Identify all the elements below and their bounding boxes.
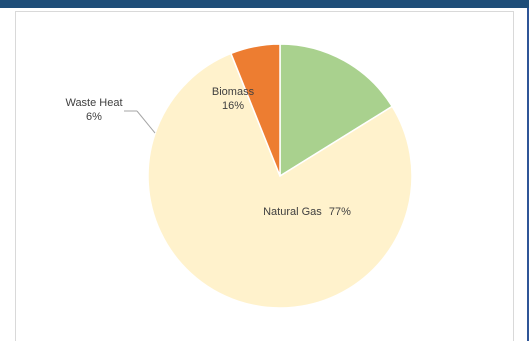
waste-heat-label-name: Waste Heat: [65, 97, 122, 109]
pie-slices: [147, 43, 413, 309]
natural-gas-label-name: Natural Gas: [263, 206, 322, 218]
waste-heat-label-value: 6%: [86, 111, 102, 123]
header-band: [0, 0, 529, 8]
waste-heat-slice: [229, 43, 281, 177]
biomass-slice: [279, 43, 394, 178]
biomass-label-name: Biomass: [212, 86, 255, 98]
right-edge-bar: [527, 8, 529, 341]
natural-gas-label-value: 77%: [329, 206, 351, 218]
natural-gas-slice: [147, 52, 413, 309]
waste-heat-leader-line-diagonal: [136, 110, 156, 134]
natural-gas-label: Natural Gas 77%: [263, 206, 351, 218]
biomass-label-value: 16%: [222, 100, 244, 112]
